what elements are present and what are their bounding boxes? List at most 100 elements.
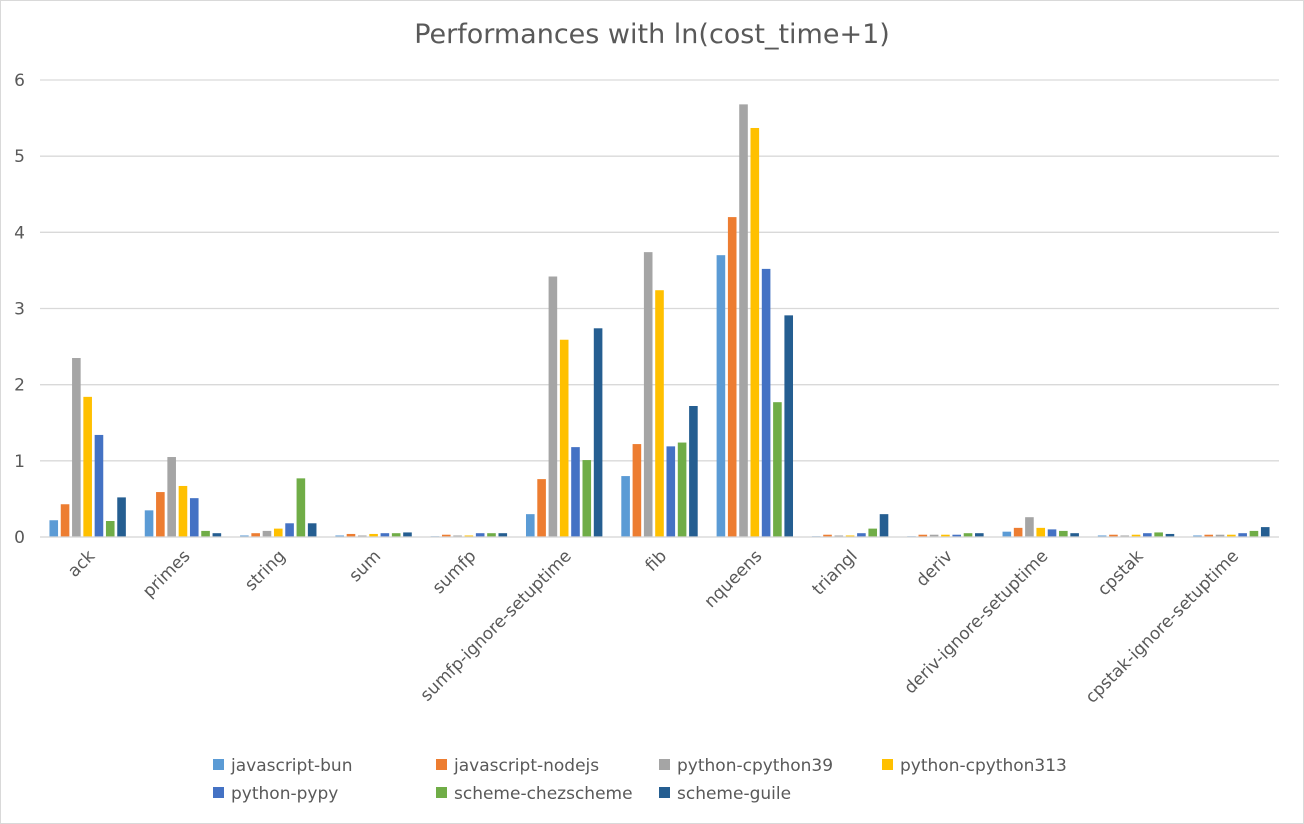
legend-item: python-cpython39 xyxy=(659,756,833,776)
x-tick-label: sumfp xyxy=(429,546,481,598)
bar xyxy=(750,127,760,538)
x-tick-label: string xyxy=(241,546,290,595)
legend-item: python-cpython313 xyxy=(882,756,1067,776)
bar xyxy=(346,533,356,537)
x-tick-label: fib xyxy=(642,546,671,575)
bar xyxy=(593,328,603,537)
legend-label: python-cpython39 xyxy=(677,756,833,776)
x-tick-label: primes xyxy=(139,546,195,602)
bar xyxy=(307,523,317,537)
legend-label: python-cpython313 xyxy=(900,756,1067,776)
bar xyxy=(823,534,832,537)
bar xyxy=(273,528,283,537)
bar xyxy=(296,478,306,537)
bar xyxy=(879,514,889,537)
bar xyxy=(1070,533,1079,537)
bar xyxy=(582,460,592,537)
bar xyxy=(60,504,70,537)
legend-item: javascript-nodejs xyxy=(436,756,599,776)
bar xyxy=(94,434,104,537)
bar xyxy=(537,479,546,537)
bar xyxy=(357,535,367,537)
bar xyxy=(1165,533,1175,537)
bar xyxy=(1109,534,1118,537)
bar xyxy=(761,268,771,537)
legend-label: scheme-guile xyxy=(677,784,791,804)
bar xyxy=(727,217,737,537)
x-tick-label: cpstak-ignore-setuptime xyxy=(1082,546,1243,707)
bar xyxy=(240,535,249,537)
bar xyxy=(262,530,272,537)
bar xyxy=(666,446,676,537)
bar xyxy=(156,492,165,537)
legend-swatch xyxy=(213,759,224,770)
bar xyxy=(975,533,984,537)
bar xyxy=(655,290,664,537)
bar xyxy=(1193,535,1202,537)
bar xyxy=(677,442,687,537)
y-tick-label: 5 xyxy=(14,147,25,167)
bar xyxy=(391,533,401,537)
legend-item: javascript-bun xyxy=(213,756,352,776)
bar xyxy=(403,532,412,537)
bar xyxy=(929,534,939,537)
x-tick-label: deriv xyxy=(912,546,957,591)
y-tick-label: 2 xyxy=(14,376,25,396)
bar xyxy=(716,255,726,537)
bar xyxy=(117,497,126,537)
bar xyxy=(868,528,878,537)
y-tick-label: 1 xyxy=(14,452,25,472)
bar xyxy=(49,520,59,537)
bar xyxy=(201,530,210,537)
x-axis: ack primes string sum sumfpsumfp-ignore-setu… xyxy=(40,536,1279,708)
legend-item: scheme-chezscheme xyxy=(436,784,633,804)
bar xyxy=(643,252,653,538)
bar xyxy=(498,533,508,537)
bar xyxy=(189,498,199,537)
legend-swatch xyxy=(882,759,893,770)
legend-swatch xyxy=(659,759,670,770)
bar xyxy=(689,405,698,537)
bar xyxy=(369,533,378,537)
bar xyxy=(1120,535,1130,537)
bar xyxy=(335,535,344,537)
bar xyxy=(475,533,485,537)
legend-item: scheme-guile xyxy=(659,784,791,804)
bars xyxy=(49,104,1270,538)
bar xyxy=(83,396,92,537)
y-tick-label: 4 xyxy=(14,223,25,243)
legend: javascript-bun javascript-nodejs python-cp… xyxy=(213,756,1067,804)
x-tick-label: ack xyxy=(64,546,99,581)
bar xyxy=(571,447,580,537)
legend-label: scheme-chezscheme xyxy=(454,784,633,804)
bar xyxy=(487,533,496,537)
x-tick-label: nqueens xyxy=(701,546,767,612)
bar xyxy=(963,533,973,537)
bar xyxy=(845,535,855,537)
legend-item: python-pypy xyxy=(213,784,338,804)
legend-swatch xyxy=(436,759,447,770)
bar xyxy=(1059,530,1068,537)
bar xyxy=(285,523,294,537)
bar xyxy=(1227,534,1236,537)
bar xyxy=(784,315,794,537)
bar xyxy=(559,339,569,537)
bar xyxy=(251,533,260,537)
bar xyxy=(441,534,451,537)
x-tick-label: cpstak xyxy=(1094,546,1148,600)
bar xyxy=(105,521,115,537)
bar xyxy=(773,402,782,537)
legend-swatch xyxy=(436,787,447,798)
bar xyxy=(1260,527,1270,537)
chart-title: Performances with ln(cost_time+1) xyxy=(414,19,890,50)
bar xyxy=(739,104,748,537)
bar xyxy=(144,510,154,537)
bar xyxy=(941,534,950,537)
bar xyxy=(1047,529,1057,537)
bar xyxy=(1238,533,1247,537)
bar xyxy=(918,534,928,537)
bar xyxy=(380,533,390,537)
bar xyxy=(621,476,630,537)
bar xyxy=(1204,534,1214,537)
x-tick-label: sum xyxy=(345,546,385,586)
